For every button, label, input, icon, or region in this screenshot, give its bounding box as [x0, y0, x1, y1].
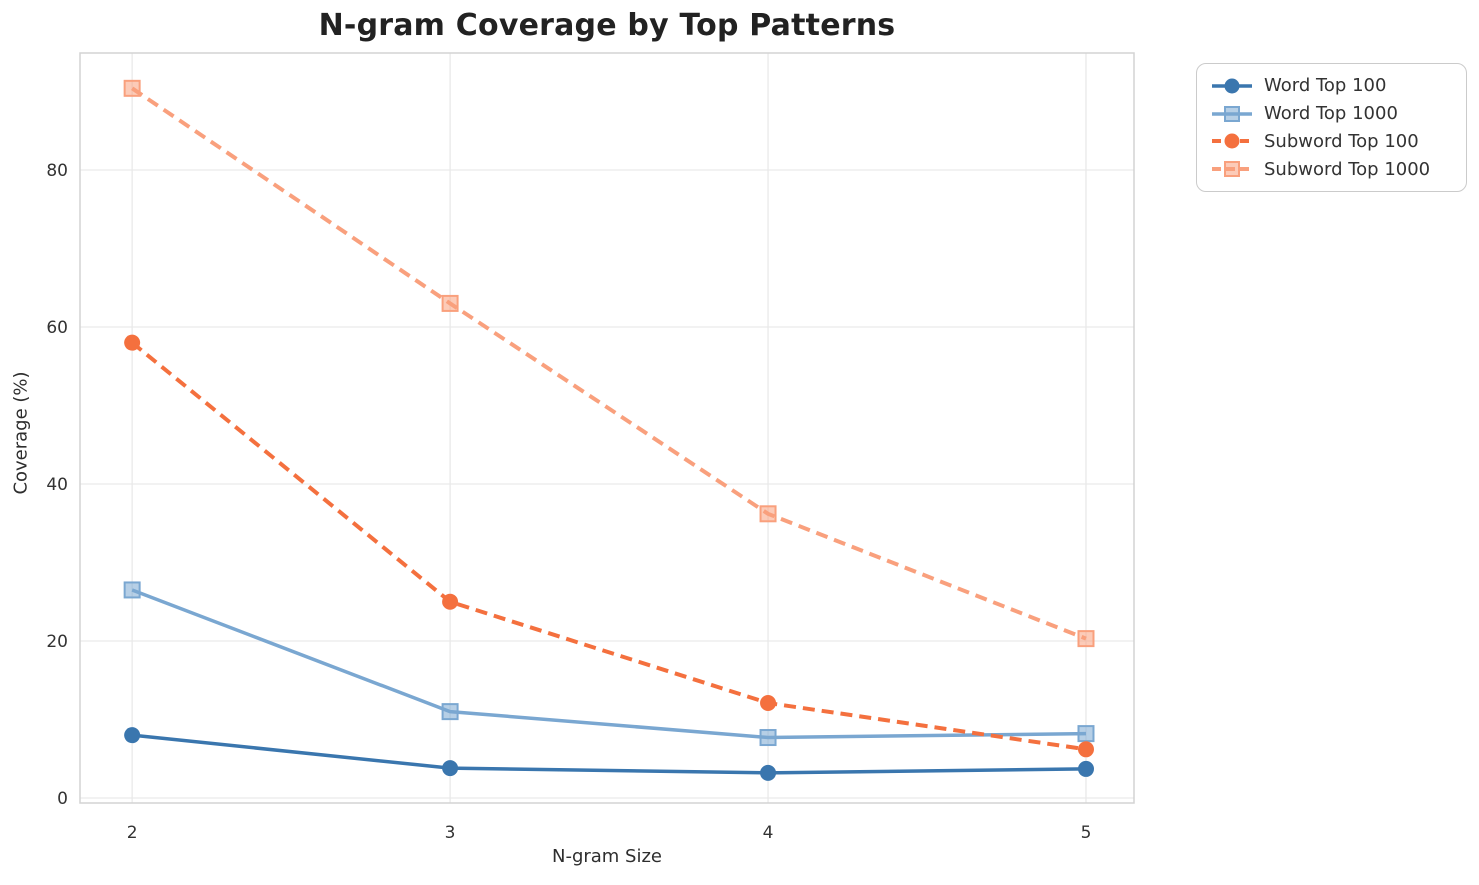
marker-subword-top-100: [760, 694, 777, 711]
x-axis-label: N-gram Size: [551, 846, 663, 867]
legend-sample-subword-top-1000: [1212, 161, 1252, 178]
x-tick-label: 3: [445, 823, 456, 843]
series-line-subword-top-1000: [131, 86, 1087, 641]
legend-marker-subword-top-1000: [1224, 161, 1240, 178]
legend-marker-subword-top-100: [1224, 133, 1240, 149]
marker-word-top-1000: [1077, 725, 1095, 743]
marker-subword-top-100: [442, 593, 459, 610]
y-tick-label: 60: [46, 318, 68, 338]
legend-label-word-top-1000: Word Top 1000: [1264, 103, 1398, 125]
marker-subword-top-1000: [1077, 630, 1095, 648]
chart-title: N-gram Coverage by Top Patterns: [318, 8, 896, 43]
y-axis-label: Coverage (%): [10, 371, 32, 495]
legend-entry-word-top-1000: Word Top 1000: [1210, 103, 1453, 125]
marker-word-top-100: [1077, 760, 1094, 777]
legend-sample-word-top-1000: [1212, 105, 1252, 122]
marker-subword-top-1000: [123, 79, 141, 97]
x-tick-label: 4: [763, 823, 774, 843]
legend-entry-word-top-100: Word Top 100: [1210, 75, 1453, 97]
x-tick-label: 2: [127, 823, 138, 843]
series-line-word-top-1000: [131, 588, 1087, 740]
legend-marker-word-top-100: [1224, 78, 1240, 94]
marker-word-top-100: [760, 764, 777, 781]
marker-subword-top-100: [124, 334, 141, 351]
marker-subword-top-1000: [441, 294, 459, 312]
marker-word-top-1000: [759, 729, 777, 747]
legend-sample-subword-top-100: [1212, 133, 1252, 149]
marker-word-top-100: [124, 727, 141, 744]
y-tick-label: 80: [46, 161, 68, 181]
legend: Word Top 100 Word Top 1000 Subword Top 100…: [1196, 63, 1467, 192]
y-tick-label: 20: [46, 632, 68, 652]
legend-entry-subword-top-100: Subword Top 100: [1210, 130, 1453, 152]
legend-marker-word-top-1000: [1224, 105, 1240, 122]
marker-word-top-100: [442, 760, 459, 777]
legend-label-word-top-100: Word Top 100: [1264, 75, 1387, 97]
marker-subword-top-1000: [759, 505, 777, 523]
series-line-word-top-100: [131, 733, 1087, 775]
legend-sample-word-top-100: [1212, 78, 1252, 94]
legend-label-subword-top-1000: Subword Top 1000: [1264, 158, 1431, 180]
series-line-subword-top-100: [130, 341, 1087, 752]
marker-subword-top-100: [1077, 741, 1094, 758]
plot-frame: [79, 52, 1135, 804]
y-tick-label: 40: [46, 475, 68, 495]
legend-label-subword-top-100: Subword Top 100: [1264, 130, 1419, 152]
y-tick-label: 0: [57, 789, 68, 809]
x-tick-label: 5: [1081, 823, 1092, 843]
marker-word-top-1000: [441, 703, 459, 721]
legend-entry-subword-top-1000: Subword Top 1000: [1210, 158, 1453, 180]
marker-word-top-1000: [123, 581, 141, 599]
